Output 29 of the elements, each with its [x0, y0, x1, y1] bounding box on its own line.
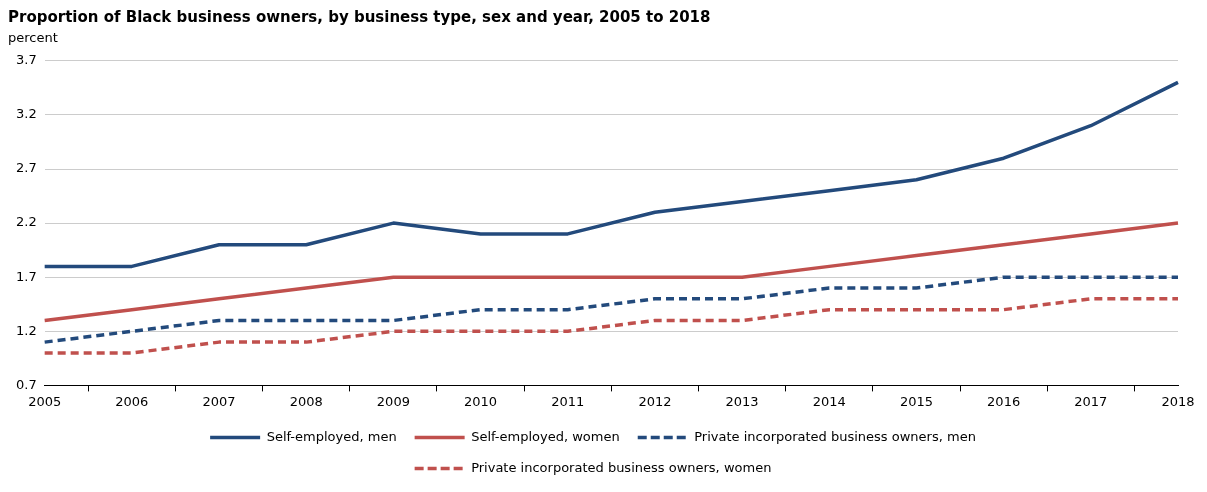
y-tick-label: 3.2: [15, 106, 37, 122]
x-tick-label: 2009: [376, 393, 410, 409]
x-tick-label: 2017: [1074, 393, 1108, 409]
x-tick-label: 2018: [1161, 393, 1195, 409]
legend-label: Private incorporated business owners, men: [694, 428, 976, 444]
y-tick-label: 1.2: [15, 322, 37, 338]
x-tick-label: 2008: [289, 393, 323, 409]
y-axis-title: percent: [8, 30, 59, 45]
x-tick-label: 2014: [812, 393, 846, 409]
y-tick-label: 1.7: [15, 268, 37, 284]
line-series: [42, 275, 1180, 344]
x-tick-label: 2016: [987, 393, 1021, 409]
y-tick-label: 3.7: [15, 52, 37, 68]
x-tick-label: 2013: [725, 393, 759, 409]
x-tick-label: 2012: [638, 393, 672, 409]
legend-label: Self-employed, women: [471, 428, 620, 444]
y-tick-label: 2.2: [15, 214, 37, 230]
legend-label: Private incorporated business owners, women: [471, 459, 772, 475]
line-series: [42, 297, 1180, 355]
x-tick-label: 2010: [464, 393, 498, 409]
x-tick-label: 2007: [202, 393, 236, 409]
x-tick-label: 2005: [28, 393, 62, 409]
x-tick-label: 2011: [551, 393, 585, 409]
x-tick-label: 2015: [899, 393, 934, 409]
chart-title: Proportion of Black business owners, by business type, sex and year, 2005 to 2018: [8, 8, 712, 26]
x-tick-label: 2006: [115, 393, 149, 409]
legend-label: Self-employed, men: [266, 428, 397, 444]
y-tick-label: 0.7: [15, 376, 37, 392]
y-tick-label: 2.7: [15, 160, 37, 176]
